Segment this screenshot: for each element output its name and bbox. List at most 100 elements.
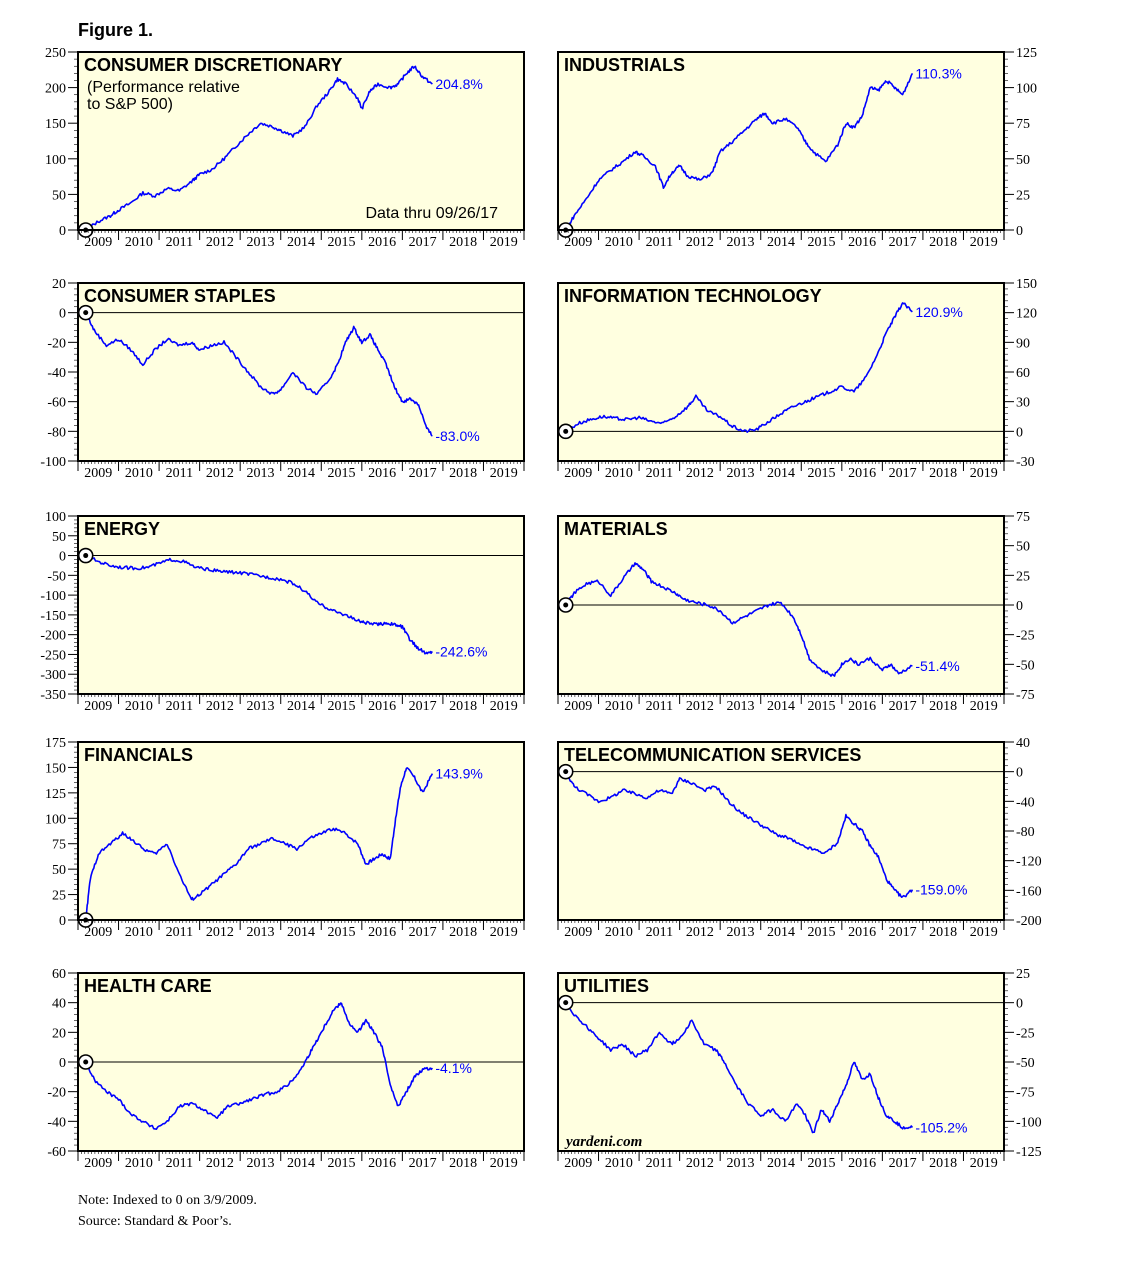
y-tick-label: -60: [47, 1145, 66, 1160]
x-tick-label: 2010: [605, 699, 633, 714]
x-tick-label: 2011: [646, 925, 673, 940]
x-tick-label: 2015: [808, 466, 836, 481]
x-tick-label: 2018: [929, 699, 957, 714]
chart-title: TELECOMMUNICATION SERVICES: [564, 745, 861, 765]
chart-panel-3: 2009 2010 2011 2012 2013 2014 2015 2016 2017 2018…: [40, 277, 525, 481]
x-tick-label: 2017: [409, 925, 437, 940]
y-tick-label: -250: [40, 648, 66, 663]
series-line: [84, 1002, 433, 1130]
start-marker-dot: [83, 553, 89, 559]
y-tick-label: 200: [45, 82, 66, 97]
x-tick-label: 2010: [605, 925, 633, 940]
end-value-label: -105.2%: [915, 1120, 967, 1136]
x-tick-label: 2014: [767, 466, 795, 481]
x-tick-label: 2010: [125, 235, 153, 250]
y-tick-label: 60: [52, 967, 66, 982]
x-tick-label: 2016: [368, 925, 396, 940]
panel-background: [78, 516, 524, 694]
y-tick-label: -300: [40, 668, 66, 683]
y-tick-label: -30: [1016, 455, 1035, 470]
figure-title: Figure 1.: [78, 20, 154, 40]
chart-title: INFORMATION TECHNOLOGY: [564, 286, 822, 306]
y-tick-label: 75: [1016, 510, 1030, 525]
y-tick-label: -100: [40, 455, 66, 470]
y-tick-label: -200: [1016, 914, 1042, 929]
y-tick-label: 100: [45, 812, 66, 827]
y-tick-label: 30: [1016, 396, 1030, 411]
x-tick-label: 2016: [848, 925, 876, 940]
y-tick-label: -20: [47, 1086, 66, 1101]
chart-subtitle: to S&P 500): [87, 96, 173, 113]
y-tick-label: -120: [1016, 855, 1042, 870]
y-tick-label: 50: [52, 188, 66, 203]
x-tick-label: 2011: [166, 699, 193, 714]
chart-title: INDUSTRIALS: [564, 55, 685, 75]
start-marker-dot: [563, 428, 569, 434]
x-tick-label: 2014: [767, 699, 795, 714]
x-tick-label: 2019: [970, 699, 998, 714]
x-tick-label: 2019: [970, 466, 998, 481]
chart-panel-5: 2009 2010 2011 2012 2013 2014 2015 2016 2017 2018…: [40, 510, 525, 714]
x-tick-label: 2010: [605, 466, 633, 481]
x-tick-label: 2016: [368, 235, 396, 250]
x-tick-label: 2019: [490, 699, 518, 714]
x-tick-label: 2016: [368, 466, 396, 481]
x-tick-label: 2012: [686, 466, 714, 481]
x-tick-label: 2011: [646, 1156, 673, 1171]
chart-title: UTILITIES: [564, 976, 649, 996]
y-tick-label: -20: [47, 336, 66, 351]
chart-panel-1: 2009 2010 2011 2012 2013 2014 2015 2016 2017 2018…: [45, 46, 525, 250]
x-tick-label: 2018: [449, 925, 477, 940]
y-tick-label: 75: [1016, 117, 1030, 132]
x-tick-label: 2013: [246, 235, 274, 250]
x-tick-label: 2010: [125, 699, 153, 714]
x-tick-label: 2017: [889, 235, 917, 250]
chart-panel-9: 2009 2010 2011 2012 2013 2014 2015 2016 2017 2018…: [47, 967, 525, 1171]
chart-panel-2: 2009 2010 2011 2012 2013 2014 2015 2016 2017 2018…: [557, 46, 1037, 250]
x-tick-label: 2015: [328, 699, 356, 714]
y-tick-label: 250: [45, 46, 66, 61]
x-tick-label: 2018: [929, 235, 957, 250]
x-tick-label: 2018: [929, 466, 957, 481]
y-tick-label: 0: [59, 307, 66, 322]
panel-background: [558, 52, 1004, 230]
x-tick-label: 2012: [206, 925, 234, 940]
y-tick-label: 175: [45, 736, 66, 751]
x-tick-label: 2017: [409, 466, 437, 481]
y-tick-label: 90: [1016, 336, 1030, 351]
x-tick-label: 2009: [564, 235, 592, 250]
x-tick-label: 2016: [848, 1156, 876, 1171]
y-tick-label: -25: [1016, 1026, 1035, 1041]
y-tick-label: 0: [59, 224, 66, 239]
x-tick-label: 2015: [808, 699, 836, 714]
series-line: [85, 65, 433, 231]
y-tick-label: 50: [52, 530, 66, 545]
x-tick-label: 2017: [889, 1156, 917, 1171]
x-tick-label: 2014: [287, 699, 315, 714]
series-line: [84, 767, 434, 921]
chart-subtitle: (Performance relative: [87, 79, 240, 96]
x-tick-label: 2018: [929, 1156, 957, 1171]
y-tick-label: 50: [1016, 540, 1030, 555]
y-tick-label: -200: [40, 629, 66, 644]
series-line: [565, 562, 913, 677]
x-tick-label: 2014: [287, 235, 315, 250]
y-tick-label: 50: [1016, 153, 1030, 168]
start-marker-dot: [83, 1059, 89, 1065]
x-tick-label: 2009: [84, 1156, 112, 1171]
y-tick-label: -150: [40, 609, 66, 624]
y-tick-label: -160: [1016, 884, 1042, 899]
y-tick-label: 0: [1016, 766, 1023, 781]
x-tick-label: 2009: [84, 925, 112, 940]
x-tick-label: 2016: [848, 466, 876, 481]
y-tick-label: -50: [1016, 658, 1035, 673]
series-line: [565, 73, 914, 231]
chart-panel-6: 2009 2010 2011 2012 2013 2014 2015 2016 2017 2018…: [557, 510, 1035, 714]
y-tick-label: 40: [1016, 736, 1030, 751]
x-tick-label: 2017: [889, 699, 917, 714]
y-tick-label: -40: [47, 1115, 66, 1130]
x-tick-label: 2014: [767, 1156, 795, 1171]
x-tick-label: 2019: [970, 235, 998, 250]
chart-panel-4: 2009 2010 2011 2012 2013 2014 2015 2016 2017 2018…: [557, 277, 1037, 481]
chart-title: MATERIALS: [564, 519, 668, 539]
